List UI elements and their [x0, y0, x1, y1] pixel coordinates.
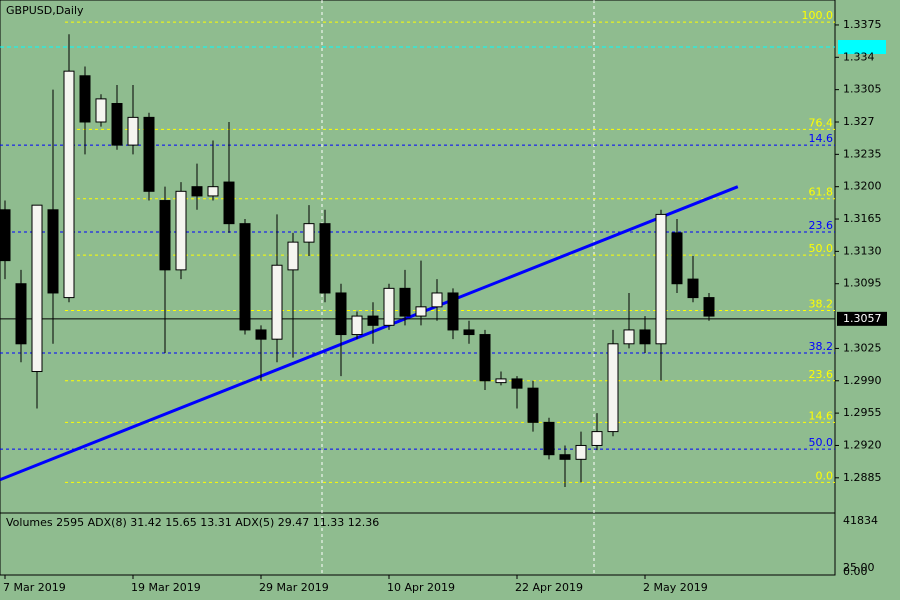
- candle-body: [431, 292, 443, 308]
- candle-body: [255, 329, 267, 340]
- candle-body: [239, 223, 251, 331]
- candle-body: [271, 264, 283, 340]
- candle-body: [495, 378, 507, 384]
- candle-body: [351, 315, 363, 336]
- candle-body: [303, 223, 315, 243]
- x-tick-label: 19 Mar 2019: [131, 581, 201, 594]
- candle-body: [703, 297, 715, 317]
- candle-body: [207, 186, 219, 197]
- cyan-marker: [838, 40, 886, 54]
- fib-label: 0.0: [816, 469, 834, 482]
- candle-body: [511, 378, 523, 389]
- candle-body: [479, 334, 491, 382]
- candle-body: [607, 343, 619, 433]
- trendline: [0, 185, 739, 482]
- candle-body: [127, 116, 139, 146]
- candle-body: [15, 283, 27, 345]
- candle-body: [415, 306, 427, 317]
- y-tick-label: 1.2920: [843, 438, 882, 451]
- candle-body: [559, 454, 571, 460]
- x-tick-label: 22 Apr 2019: [515, 581, 583, 594]
- candle-body: [591, 431, 603, 446]
- candle-body: [367, 315, 379, 326]
- fib-label: 100.0: [802, 9, 834, 22]
- plot-frame: [0, 0, 836, 576]
- current-price-label: 1.3057: [843, 312, 882, 325]
- candle-body: [95, 98, 107, 123]
- fib-label: 14.6: [809, 409, 834, 422]
- indicator-scale-label: 41834: [843, 514, 878, 527]
- y-tick-label: 1.2955: [843, 406, 882, 419]
- current-price-box: [837, 311, 887, 326]
- chart-title: GBPUSD,Daily: [6, 4, 84, 17]
- indicator-scale-label: 25.00: [843, 561, 875, 574]
- x-tick-label: 29 Mar 2019: [259, 581, 329, 594]
- x-tick-label: 10 Apr 2019: [387, 581, 455, 594]
- y-tick-label: 1.3165: [843, 212, 882, 225]
- candle-body: [543, 421, 555, 456]
- fib-label: 38.2: [809, 298, 834, 311]
- candle-body: [639, 329, 651, 345]
- candle-body: [671, 232, 683, 285]
- candle-body: [655, 213, 667, 345]
- candle-body: [319, 223, 331, 294]
- indicator-label: Volumes 2595 ADX(8) 31.42 15.65 13.31 AD…: [6, 516, 379, 529]
- candle-body: [383, 287, 395, 326]
- fib-label: 14.6: [809, 132, 834, 145]
- y-tick-label: 1.327: [843, 115, 875, 128]
- y-tick-label: 1.3200: [843, 180, 882, 193]
- candle-body: [63, 70, 75, 299]
- y-tick-label: 1.3375: [843, 18, 882, 31]
- fib-label: 61.8: [809, 186, 834, 199]
- x-tick-label: 2 May 2019: [643, 581, 708, 594]
- candle-body: [223, 181, 235, 225]
- candle-body: [31, 204, 43, 373]
- candle-body: [447, 292, 459, 331]
- y-tick-label: 1.3130: [843, 244, 882, 257]
- candle-body: [191, 186, 203, 197]
- candle-body: [527, 387, 539, 423]
- x-tick-label: 7 Mar 2019: [3, 581, 66, 594]
- candle-body: [335, 292, 347, 336]
- candle-body: [399, 287, 411, 317]
- candle-body: [47, 209, 59, 294]
- fib-label: 50.0: [809, 436, 834, 449]
- candle-body: [79, 75, 91, 123]
- fib-label: 38.2: [809, 340, 834, 353]
- y-tick-label: 1.3305: [843, 83, 882, 96]
- candle-body: [463, 329, 475, 336]
- candle-body: [687, 278, 699, 299]
- indicator-scale-label: 0.00: [843, 565, 868, 578]
- candle-body: [0, 209, 11, 262]
- y-tick-label: 1.2990: [843, 374, 882, 387]
- y-tick-label: 1.2885: [843, 471, 882, 484]
- candle-body: [623, 329, 635, 345]
- y-tick-label: 1.3235: [843, 147, 882, 160]
- fib-label: 76.4: [809, 116, 834, 129]
- fib-label: 23.6: [809, 368, 834, 381]
- candle-body: [143, 116, 155, 192]
- fib-label: 50.0: [809, 242, 834, 255]
- candle-body: [159, 200, 171, 271]
- candle-body: [175, 190, 187, 271]
- y-tick-label: 1.3025: [843, 341, 882, 354]
- fib-label: 23.6: [809, 219, 834, 232]
- candle-body: [111, 103, 123, 146]
- candle-body: [287, 241, 299, 271]
- y-tick-label: 1.334: [843, 50, 875, 63]
- y-tick-label: 1.3095: [843, 277, 882, 290]
- candle-body: [575, 444, 587, 460]
